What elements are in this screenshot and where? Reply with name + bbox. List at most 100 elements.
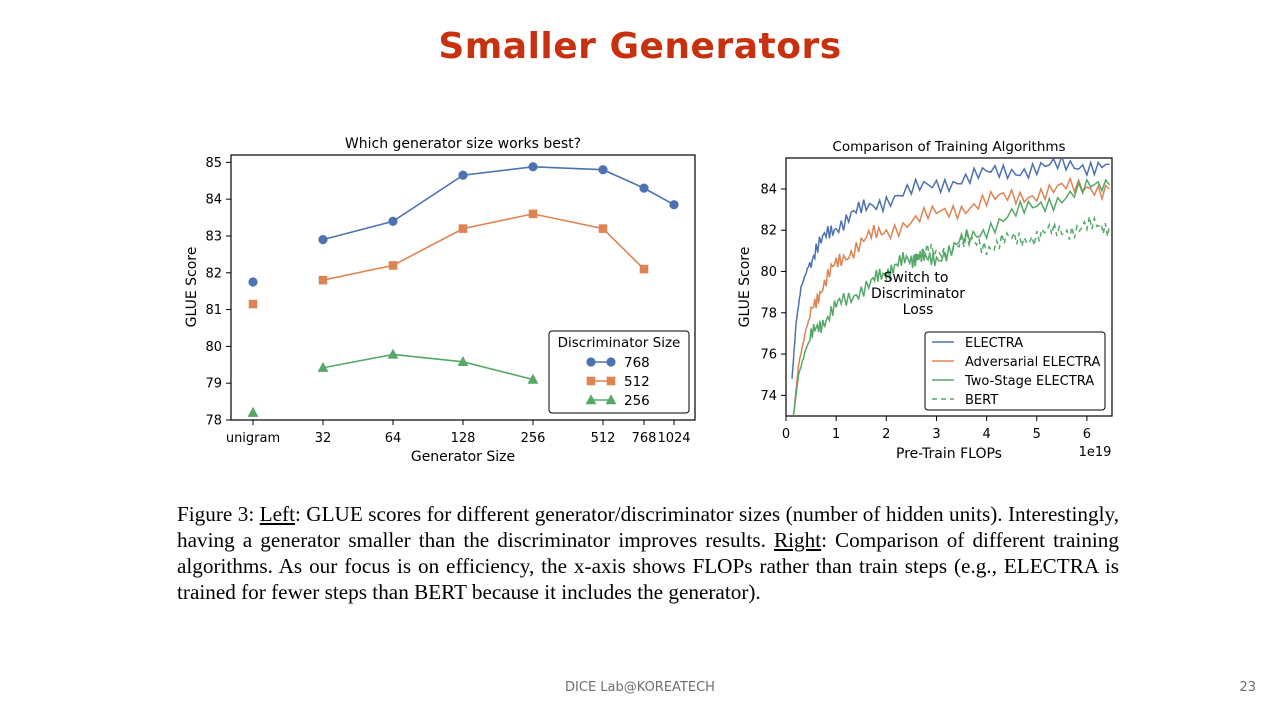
left-y-tick-label: 80 [205,340,222,355]
data-point-512 [248,299,258,309]
left-chart: Which generator size works best? 78 79 80 8… [184,136,696,465]
legend-marker [586,376,596,386]
right-x-tick-label: 6 [1083,427,1091,442]
right-x-ticks: 0 1 2 3 4 5 6 [782,416,1091,442]
slide-title: Smaller Generators [438,26,842,67]
right-series [791,158,1111,416]
left-x-axis-label: Generator Size [411,449,515,465]
right-x-tick-label: 1 [832,427,840,442]
data-point-512 [639,264,649,274]
data-point-512 [318,275,328,285]
left-y-axis-label: GLUE Score [184,247,200,328]
data-point-256 [527,373,539,384]
legend-item-electra: ELECTRA [932,336,1023,351]
right-y-ticks: 74 76 78 80 82 84 [760,182,786,404]
left-x-tick-label: 512 [591,431,616,446]
right-x-tick-label: 2 [882,427,890,442]
legend-marker [606,357,616,367]
right-x-multiplier: 1e19 [1079,445,1112,460]
left-x-tick-label: 128 [451,431,476,446]
legend-item-768: 768 [586,355,650,371]
right-y-tick-label: 80 [760,265,777,280]
data-point-256 [247,406,259,417]
data-point-512 [458,224,468,233]
figure-caption: Figure 3: Left: GLUE scores for differen… [177,501,1119,605]
footer-lab-name: DICE Lab@KOREATECH [565,680,715,695]
data-point-768 [598,165,608,175]
data-point-768 [248,277,258,287]
left-legend-title: Discriminator Size [558,335,681,351]
legend-item-512: 512 [586,374,650,390]
right-annotation: Switch to Discriminator Loss [871,270,965,318]
legend-label: 512 [624,374,650,390]
series-line-two-stage-electra [792,177,1111,416]
data-point-768 [669,200,679,210]
data-point-256 [387,348,399,359]
right-y-tick-label: 76 [760,348,777,363]
annotation-line-3: Loss [903,302,934,318]
left-x-tick-label: 256 [521,431,546,446]
legend-marker [586,357,596,367]
legend-item-256: 256 [585,393,650,409]
data-point-768 [458,170,468,180]
legend-label: Two-Stage ELECTRA [964,374,1094,389]
left-x-tick-label: unigram [226,431,280,446]
left-y-tick-label: 85 [205,156,222,171]
left-y-tick-label: 81 [205,303,222,318]
right-x-axis-label: Pre-Train FLOPs [896,446,1002,462]
data-point-768 [318,235,328,245]
legend-item-two-stage-electra: Two-Stage ELECTRA [932,374,1094,389]
series-line-512 [322,213,645,281]
right-legend-box [924,331,1106,411]
data-point-512 [528,209,538,219]
caption-part-1: : GLUE scores for different generator/di… [177,502,1119,552]
right-legend: ELECTRA Adversarial ELECTRA Two-Stage ELEC… [924,331,1106,411]
left-y-ticks: 78 79 80 81 82 83 84 85 [205,156,231,429]
right-chart: Comparison of Training Algorithms 74 76 78… [737,139,1113,462]
right-x-tick-label: 5 [1033,427,1041,442]
right-plot-frame [785,157,1113,417]
series-line-electra [791,158,1110,379]
switch-point-marker [912,253,920,261]
left-y-tick-label: 83 [205,229,222,244]
data-point-256 [317,361,329,372]
left-x-tick-label: 32 [315,431,332,446]
annotation-line-1: Switch to [884,270,949,286]
right-y-axis-label: GLUE Score [737,247,753,328]
right-x-tick-label: 3 [932,427,940,442]
left-y-tick-label: 84 [205,193,222,208]
figure-area: Which generator size works best? 78 79 80 8… [184,136,1113,465]
page-number: 23 [1239,680,1256,695]
legend-marker [605,394,617,405]
legend-item-bert: BERT [932,393,998,408]
left-chart-title: Which generator size works best? [345,136,581,152]
data-point-768 [639,183,649,193]
right-y-tick-label: 78 [760,306,777,321]
left-x-tick-label: 64 [385,431,402,446]
legend-item-adversarial-electra: Adversarial ELECTRA [932,355,1101,370]
data-point-768 [388,216,398,226]
right-y-tick-label: 82 [760,224,777,239]
left-y-tick-label: 82 [205,266,222,281]
right-chart-title: Comparison of Training Algorithms [832,139,1065,155]
legend-label: 256 [624,393,650,409]
legend-label: ELECTRA [965,336,1023,351]
right-x-tick-label: 0 [782,427,790,442]
legend-marker [606,376,616,386]
legend-marker [585,394,597,405]
caption-part-2: : Comparison of different training algor… [177,528,1119,604]
annotation-line-2: Discriminator [871,286,965,302]
left-y-tick-label: 79 [205,377,222,392]
left-series [247,162,679,417]
data-point-512 [388,261,398,270]
legend-label: Adversarial ELECTRA [965,355,1101,370]
left-legend: Discriminator Size 768 512 256 [548,330,690,414]
right-x-tick-label: 4 [982,427,990,442]
series-line-768 [322,165,675,241]
left-legend-box [548,330,690,414]
series-line-256 [322,353,534,381]
left-x-tick-label: 1024 [657,431,690,446]
caption-figure-label: Figure 3: [177,502,260,526]
left-x-tick-label: 768 [632,431,657,446]
data-point-768 [528,162,538,172]
